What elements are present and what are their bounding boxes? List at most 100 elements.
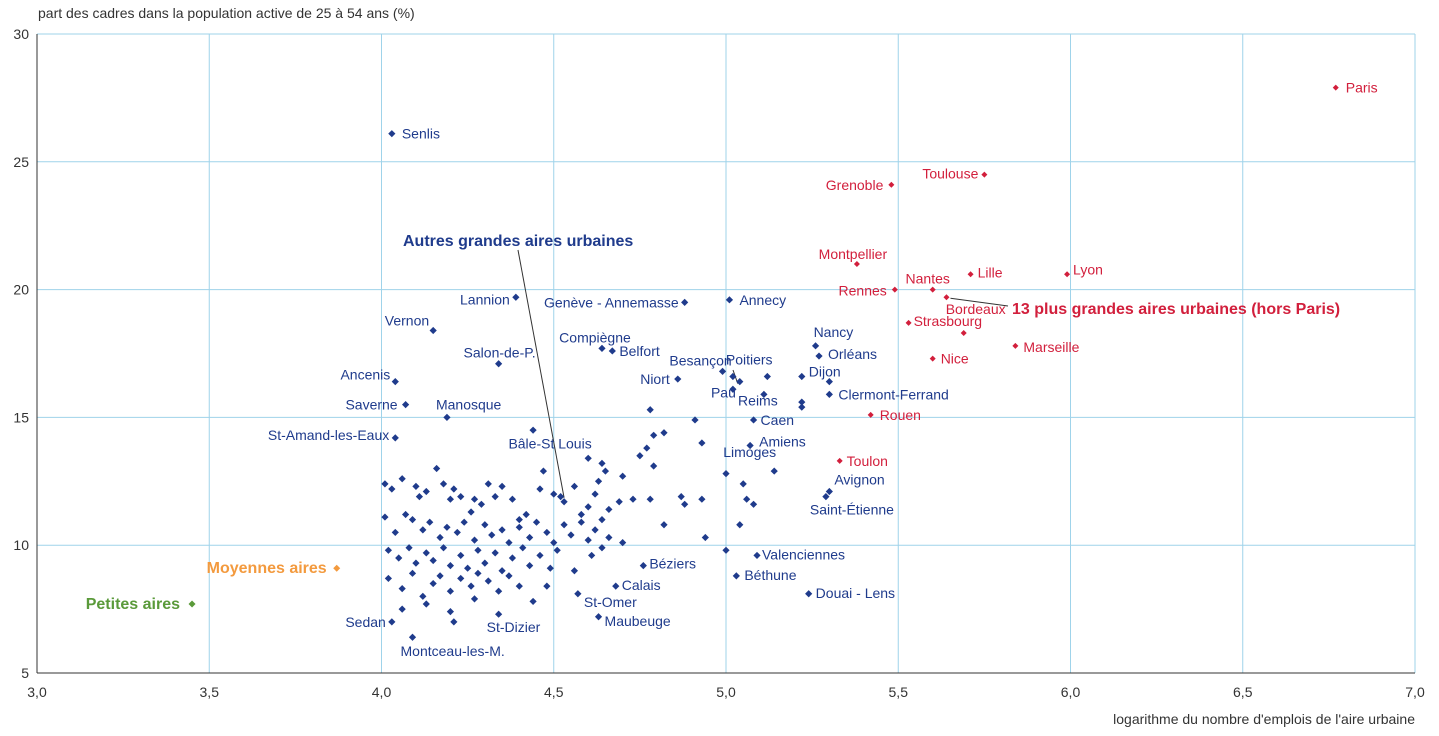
data-point (408, 569, 417, 577)
point-label: Vernon (385, 312, 429, 328)
point-label: Montceau-les-M. (401, 643, 505, 659)
data-point (495, 360, 503, 368)
point-label: Lyon (1073, 261, 1103, 277)
data-point (577, 518, 585, 526)
data-point (398, 605, 406, 613)
data-point (736, 378, 744, 386)
data-point (825, 390, 833, 398)
point-label: Avignon (834, 472, 884, 488)
data-point (825, 487, 833, 496)
point-label: Nice (941, 351, 969, 367)
data-point (457, 551, 465, 560)
group-labels: Autres grandes aires urbaines 13 plus gra… (86, 233, 1340, 613)
data-point (681, 500, 689, 508)
x-tick-label: 5,5 (889, 684, 909, 700)
data-point (584, 536, 592, 544)
data-point (646, 406, 654, 414)
data-point (891, 286, 898, 293)
data-point (725, 296, 734, 304)
data-point (1012, 342, 1019, 349)
data-point (729, 372, 737, 381)
data-point (529, 597, 537, 606)
x-tick-label: 6,5 (1233, 684, 1253, 700)
label-connectors (517, 249, 1009, 498)
data-point (470, 536, 479, 544)
data-point (453, 528, 461, 537)
data-point (450, 618, 458, 626)
data-point (615, 498, 623, 506)
data-point (412, 559, 420, 567)
point-label: Orléans (828, 346, 877, 362)
data-point (546, 564, 554, 572)
data-point (570, 482, 579, 491)
point-label: St-Amand-les-Eaux (268, 427, 389, 443)
data-point (484, 577, 492, 585)
data-points (188, 84, 1339, 641)
data-point (384, 546, 392, 554)
data-point (560, 521, 568, 529)
data-point (508, 495, 517, 503)
data-point (422, 487, 430, 496)
data-point (867, 411, 874, 418)
connector-large-group (950, 297, 1009, 307)
data-point (967, 271, 974, 278)
data-point (405, 544, 413, 552)
data-point (636, 452, 644, 460)
data-point (470, 595, 479, 603)
data-point (495, 587, 503, 595)
data-point (429, 556, 437, 565)
data-point (674, 375, 682, 383)
point-label: Amiens (759, 434, 806, 450)
point-label: Reims (738, 392, 778, 408)
data-point (619, 472, 627, 480)
point-label: Limoges (723, 444, 776, 460)
y-tick-label: 25 (13, 154, 29, 170)
data-point (570, 567, 579, 575)
data-point (888, 181, 895, 188)
x-axis-title: logarithme du nombre d'emplois de l'aire… (1113, 711, 1415, 727)
data-point (798, 398, 806, 406)
point-label: St-Dizier (487, 619, 541, 635)
data-point (429, 326, 437, 335)
data-point (391, 528, 399, 537)
x-tick-label: 7,0 (1405, 684, 1425, 700)
data-point (433, 464, 441, 473)
data-point (598, 459, 606, 468)
data-point (543, 582, 551, 590)
data-point (402, 510, 410, 519)
data-point (491, 493, 499, 501)
data-point (701, 533, 709, 542)
group-label-small: Petites aires (86, 596, 180, 613)
point-label: Pau (711, 384, 736, 400)
data-point (439, 480, 448, 488)
data-point (381, 513, 389, 521)
data-point (532, 518, 541, 526)
data-point (743, 495, 751, 503)
point-label: Senlis (402, 126, 440, 142)
data-point (619, 539, 627, 547)
data-point (415, 493, 423, 501)
data-point (536, 485, 544, 493)
x-tick-label: 5,0 (716, 684, 736, 700)
data-point (598, 344, 606, 352)
data-point (650, 462, 658, 470)
point-label: Nancy (814, 324, 854, 340)
data-point (588, 551, 596, 560)
data-point (770, 467, 778, 475)
x-tick-label: 4,0 (372, 684, 392, 700)
data-point (402, 401, 410, 409)
data-point (577, 510, 585, 519)
data-point (446, 562, 454, 570)
data-point (905, 319, 912, 326)
data-point (498, 482, 506, 491)
group-label-medium: Moyennes aires (207, 560, 327, 577)
data-point (943, 294, 950, 301)
data-point (419, 526, 427, 534)
data-point (529, 426, 537, 434)
x-tick-label: 3,5 (200, 684, 220, 700)
data-point (470, 495, 479, 503)
data-point (398, 585, 406, 593)
tick-labels: 3,0 3,5 4,0 4,5 5,0 5,5 6,0 6,5 7,0 5 10 15 20 25 30 (13, 26, 1425, 700)
point-label: Toulouse (922, 166, 978, 182)
